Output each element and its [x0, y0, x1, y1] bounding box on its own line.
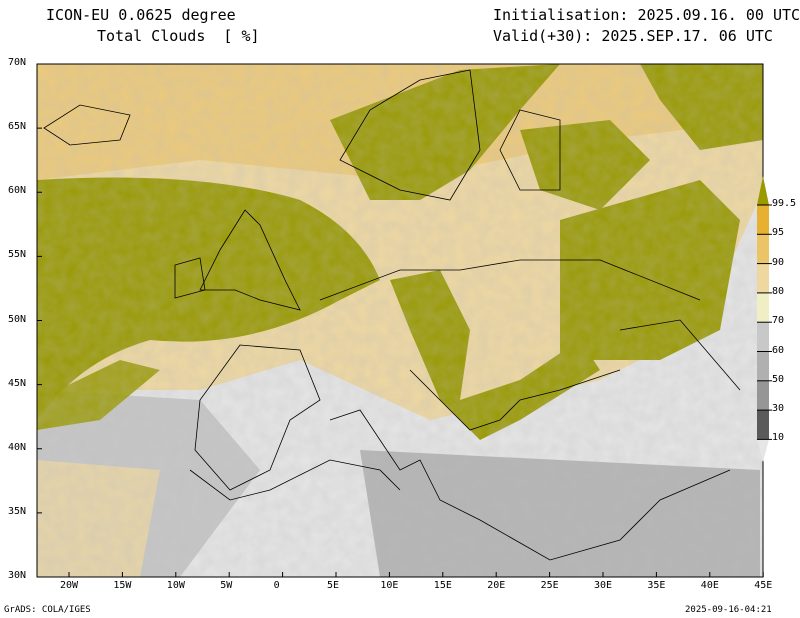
init-time: Initialisation: 2025.09.16. 00 UTC [493, 6, 800, 24]
lon-label: 45E [754, 580, 773, 591]
axis-ticks [37, 63, 764, 578]
lat-label: 40N [8, 441, 27, 453]
colorbar-label: 80 [772, 285, 785, 297]
valid-time: Valid(+30): 2025.SEP.17. 06 UTC [493, 27, 773, 45]
lat-label: 60N [8, 185, 27, 197]
colorbar-bottom-arrow [757, 439, 769, 462]
footer-timestamp: 2025-09-16-04:21 [685, 605, 772, 615]
colorbar [757, 176, 772, 462]
lon-label: 5W [220, 580, 233, 591]
lat-label: 55N [8, 249, 27, 261]
lat-label: 70N [8, 57, 27, 68]
colorbar-label: 10 [772, 432, 785, 444]
lon-label: 20E [487, 580, 506, 591]
lat-label: 35N [8, 505, 27, 517]
colorbar-segment [757, 322, 769, 352]
lon-label: 15W [113, 580, 132, 591]
lat-label: 50N [8, 313, 27, 325]
colorbar-segment [757, 292, 769, 323]
lon-label: 0 [273, 580, 280, 591]
colorbar-segment [757, 380, 769, 411]
colorbar-label: 30 [772, 403, 785, 415]
colorbar-label: 70 [772, 315, 785, 327]
colorbar-label: 99.5 [772, 198, 797, 209]
lon-label: 20W [60, 580, 79, 591]
lon-label: 25E [540, 580, 559, 591]
colorbar-label: 60 [772, 344, 785, 356]
lon-label: 10E [380, 580, 399, 591]
colorbar-label: 50 [772, 373, 785, 385]
colorbar-segment [757, 234, 769, 264]
colorbar-segment [757, 351, 769, 381]
lon-label: 40E [700, 580, 719, 591]
lat-label: 65N [8, 121, 27, 133]
cloud-field [37, 64, 763, 577]
model-title: ICON-EU 0.0625 degree [46, 6, 236, 24]
colorbar-segment [757, 263, 769, 293]
lon-label: 10W [166, 580, 185, 591]
variable-title: Total Clouds [ %] [97, 27, 260, 45]
colorbar-segment [757, 410, 769, 440]
lat-label: 30N [8, 570, 27, 581]
lon-label: 35E [647, 580, 666, 591]
lon-label: 15E [433, 580, 452, 591]
lat-label: 45N [8, 377, 27, 389]
colorbar-top-arrow [757, 176, 769, 205]
colorbar-label: 95 [772, 227, 785, 239]
footer-credit: GrADS: COLA/IGES [4, 605, 91, 615]
colorbar-label: 90 [772, 256, 785, 268]
lon-label: 30E [594, 580, 613, 591]
colorbar-segment [757, 205, 769, 235]
lon-label: 5E [327, 580, 340, 591]
